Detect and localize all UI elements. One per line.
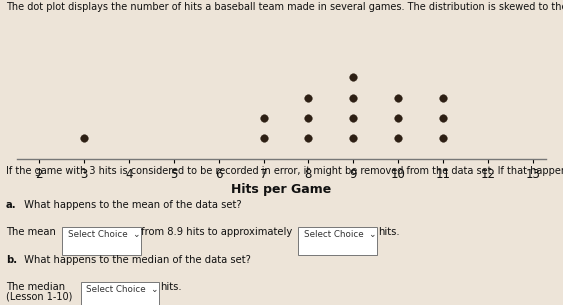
- Text: hits.: hits.: [378, 227, 400, 237]
- Text: Select Choice  ⌄: Select Choice ⌄: [68, 230, 140, 239]
- Text: What happens to the mean of the data set?: What happens to the mean of the data set…: [21, 200, 242, 210]
- Text: If the game with 3 hits is considered to be recorded in error, it might be remov: If the game with 3 hits is considered to…: [6, 166, 563, 176]
- X-axis label: Hits per Game: Hits per Game: [231, 183, 332, 196]
- Text: The dot plot displays the number of hits a baseball team made in several games. : The dot plot displays the number of hits…: [6, 2, 563, 12]
- Text: What happens to the median of the data set?: What happens to the median of the data s…: [21, 255, 251, 265]
- Text: The median: The median: [6, 282, 65, 292]
- Text: from 8.9 hits to approximately: from 8.9 hits to approximately: [141, 227, 292, 237]
- Text: (Lesson 1-10): (Lesson 1-10): [6, 292, 72, 302]
- Text: The mean: The mean: [6, 227, 56, 237]
- Text: a.: a.: [6, 200, 16, 210]
- Text: b.: b.: [6, 255, 17, 265]
- Text: Select Choice  ⌄: Select Choice ⌄: [304, 230, 377, 239]
- Text: hits.: hits.: [160, 282, 181, 292]
- Text: Select Choice  ⌄: Select Choice ⌄: [86, 285, 159, 294]
